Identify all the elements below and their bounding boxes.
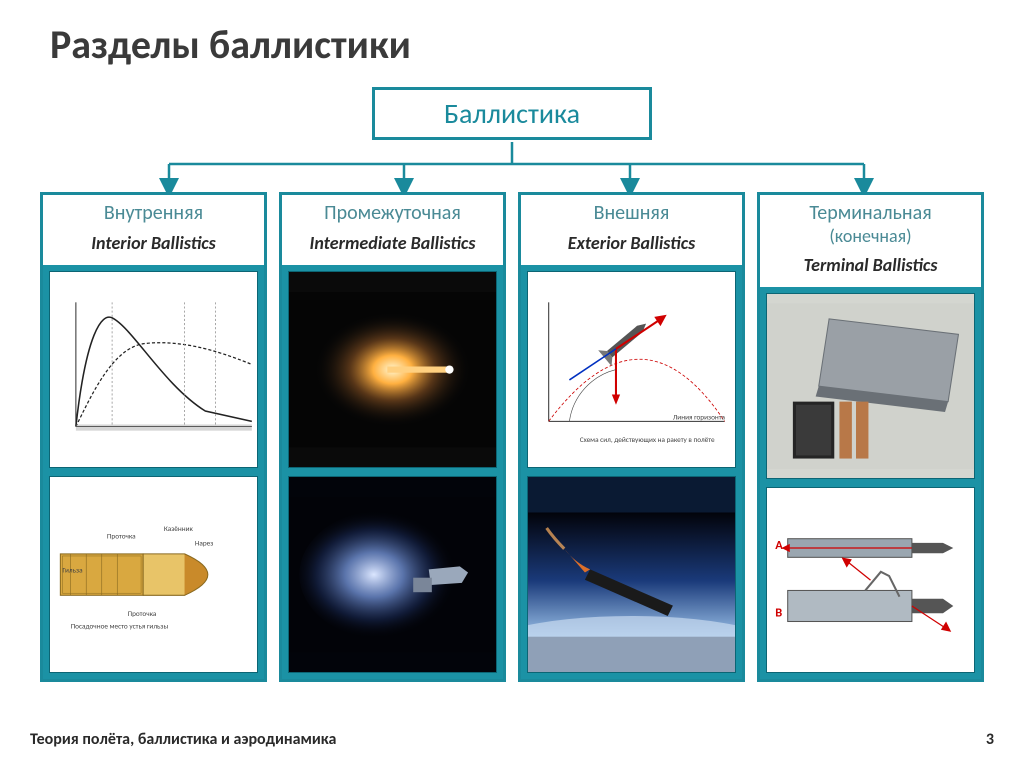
svg-text:Казённик: Казённик [164, 524, 194, 533]
slide: Разделы баллистики Баллистика Внутре [0, 0, 1024, 767]
svg-text:Проточка: Проточка [107, 531, 136, 540]
col-title-ru2: (конечная) [764, 225, 977, 247]
column-header: Терминальная (конечная) Terminal Ballist… [760, 195, 981, 287]
col-title-ru: Внутренняя [47, 201, 260, 225]
svg-text:Схема сил, действующих на раке: Схема сил, действующих на ракету в полёт… [580, 435, 715, 444]
column-intermediate: Промежуточная Intermediate Ballistics [279, 192, 506, 682]
column-body: A B [760, 287, 981, 679]
missile-reentry-photo [527, 476, 736, 673]
svg-text:Гильза: Гильза [62, 565, 83, 574]
column-body: Линия горизонта Схема сил, действующих н… [521, 265, 742, 679]
column-body: Проточка Казённик Нарез Гильза Проточка … [43, 265, 264, 679]
svg-text:Проточка: Проточка [128, 609, 157, 618]
column-header: Внутренняя Interior Ballistics [43, 195, 264, 265]
svg-text:B: B [775, 605, 782, 620]
svg-text:Линия горизонта: Линия горизонта [673, 412, 726, 421]
armor-plate-test-photo [766, 293, 975, 479]
col-title-en: Exterior Ballistics [525, 233, 738, 255]
page-title: Разделы баллистики [50, 20, 994, 69]
connector-area [30, 142, 994, 192]
trajectory-forces-diagram: Линия горизонта Схема сил, действующих н… [527, 271, 736, 468]
penetration-schematic: A B [766, 487, 975, 673]
muzzle-flash-photo [288, 271, 497, 468]
col-title-ru: Терминальная [764, 201, 977, 225]
column-header: Промежуточная Intermediate Ballistics [282, 195, 503, 265]
svg-text:Посадочное место устья гильзы: Посадочное место устья гильзы [71, 621, 169, 630]
connectors-svg [30, 142, 994, 192]
bullet-cartridge-cross-section: Проточка Казённик Нарез Гильза Проточка … [49, 476, 258, 673]
col-title-en: Intermediate Ballistics [286, 233, 499, 255]
page-number: 3 [986, 730, 994, 749]
column-header: Внешняя Exterior Ballistics [521, 195, 742, 265]
gun-smoke-cloud-photo [288, 476, 497, 673]
col-title-ru: Внешняя [525, 201, 738, 225]
columns-container: Внутренняя Interior Ballistics [30, 192, 994, 682]
pressure-curve-diagram [49, 271, 258, 468]
col-title-en: Interior Ballistics [47, 233, 260, 255]
column-exterior: Внешняя Exterior Ballistics [518, 192, 745, 682]
root-node: Баллистика [372, 87, 652, 140]
footer-text: Теория полёта, баллистика и аэродинамика [30, 730, 336, 749]
column-interior: Внутренняя Interior Ballistics [40, 192, 267, 682]
root-label: Баллистика [444, 96, 580, 131]
svg-text:Нарез: Нарез [195, 538, 213, 547]
col-title-ru: Промежуточная [286, 201, 499, 225]
slide-footer: Теория полёта, баллистика и аэродинамика… [30, 730, 994, 749]
column-terminal: Терминальная (конечная) Terminal Ballist… [757, 192, 984, 682]
col-title-en: Terminal Ballistics [764, 255, 977, 277]
svg-text:A: A [775, 538, 783, 553]
column-body [282, 265, 503, 679]
